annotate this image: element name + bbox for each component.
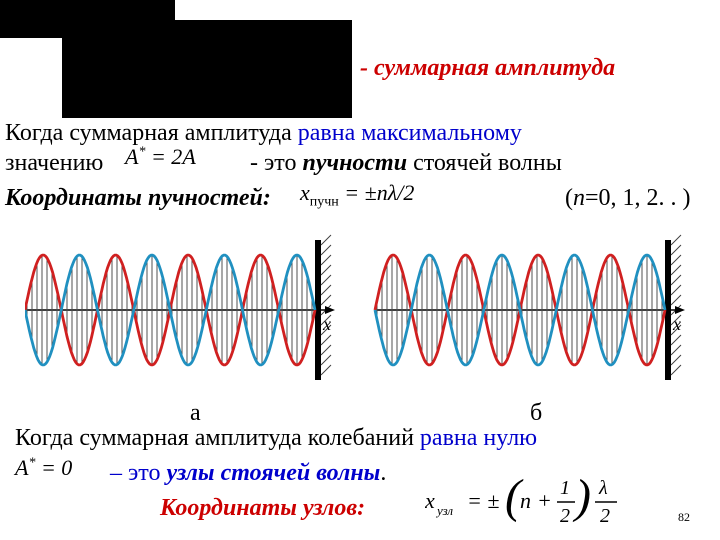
line1-part-b: равна максимальному — [298, 120, 522, 146]
formula-x-uzl: x узл = ± ( n + 1 2 ) λ 2 — [425, 470, 665, 536]
svg-text:λ: λ — [598, 477, 608, 499]
n-range: (n=0, 1, 2. . ) — [565, 185, 691, 212]
page-number: 82 — [678, 510, 690, 525]
svg-text:x: x — [672, 314, 681, 334]
text-line-5: – это узлы стоячей волны. — [110, 460, 386, 487]
xpuchn-rhs: = ±nλ/2 — [339, 180, 415, 205]
line2b-part2: пучности — [302, 150, 407, 176]
wave-diagrams: x x — [25, 230, 685, 405]
svg-text:x: x — [425, 488, 435, 513]
svg-text:n: n — [520, 488, 531, 513]
xpuchn-x: x — [300, 180, 310, 205]
text-line-4: Когда суммарная амплитуда колебаний равн… — [15, 425, 537, 452]
text-coords-uzl: Координаты узлов: — [160, 495, 365, 522]
title-amplitude: - суммарная амплитуда — [360, 55, 615, 82]
text-line-2b: - это пучности стоячей волны — [250, 150, 562, 177]
svg-text:2: 2 — [560, 505, 570, 527]
line1-part-a: Когда суммарная амплитуда — [5, 120, 298, 146]
formula-a-equals-2a: A* = 2A — [125, 144, 196, 170]
line2b-part3: стоячей волны — [407, 150, 562, 176]
text-line-2a: значению — [5, 150, 103, 177]
diagram-label-b: б — [530, 400, 542, 427]
formula-x-puchn: xпучн = ±nλ/2 — [300, 180, 414, 210]
formula-a-equals-0: A* = 0 — [15, 455, 72, 481]
svg-text:+: + — [537, 488, 552, 513]
redaction-box-2 — [62, 20, 352, 118]
svg-text:): ) — [572, 470, 591, 523]
svg-text:2: 2 — [600, 505, 610, 527]
line4-a: Когда суммарная амплитуда колебаний — [15, 425, 420, 451]
line5-a: – это — [110, 460, 166, 486]
text-coords-puchn: Координаты пучностей: — [5, 185, 271, 212]
svg-text:узл: узл — [435, 503, 453, 518]
svg-text:1: 1 — [560, 477, 570, 499]
wave-svg: x x — [25, 230, 685, 405]
line5-d: . — [380, 460, 386, 486]
line2b-part1: - это — [250, 150, 302, 176]
line5-b: узлы — [166, 460, 214, 486]
diagram-label-a: а — [190, 400, 201, 427]
xpuchn-sub: пучн — [310, 194, 339, 209]
line4-b: равна нулю — [420, 425, 537, 451]
svg-text:= ±: = ± — [467, 488, 499, 513]
svg-text:x: x — [322, 314, 331, 334]
text-line-1: Когда суммарная амплитуда равна максимал… — [5, 120, 522, 147]
line5-c: стоячей волны — [215, 460, 381, 486]
